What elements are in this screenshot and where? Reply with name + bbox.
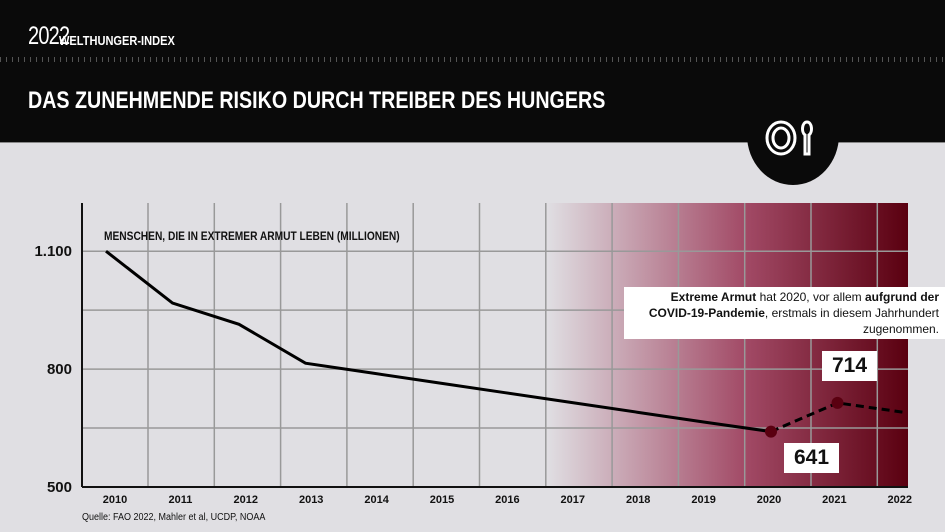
x-tick-label: 2017	[561, 494, 585, 506]
x-tick-label: 2014	[364, 494, 389, 506]
plate-spoon-icon	[747, 105, 839, 185]
x-tick-label: 2021	[822, 494, 846, 506]
source-note: Quelle: FAO 2022, Mahler et al, UCDP, NO…	[82, 512, 266, 523]
x-tick-label: 2011	[168, 494, 192, 506]
y-tick-label: 500	[47, 479, 72, 496]
note-bold-1: Extreme Armut	[670, 290, 757, 304]
x-tick-label: 2013	[299, 494, 323, 506]
annotation-note: Extreme Armut hat 2020, vor allem aufgru…	[624, 287, 945, 339]
x-tick-label: 2020	[757, 494, 781, 506]
x-tick-label: 2016	[495, 494, 519, 506]
series-line-actual	[105, 250, 772, 434]
data-label-2021: 714	[822, 351, 878, 381]
brand-name: WELTHUNGER-INDEX	[59, 33, 175, 48]
brand-year: 2022	[28, 22, 70, 50]
y-tick-label: 800	[47, 361, 72, 378]
x-tick-label: 2018	[626, 494, 650, 506]
x-axis: 2010 2011 2012 2013 2014 2015 2016 2017 2018 2019…	[103, 494, 912, 506]
data-point-2021	[831, 396, 844, 409]
y-tick-label: 1.100	[34, 243, 72, 260]
note-text-2: , erstmals in diesem Jahrhundert zugenom…	[764, 306, 939, 336]
note-text-1: hat 2020, vor allem	[756, 290, 865, 304]
series-line	[105, 250, 905, 438]
x-tick-label: 2010	[103, 494, 127, 506]
x-tick-label: 2022	[888, 494, 912, 506]
data-point-2020	[765, 425, 777, 438]
x-tick-label: 2019	[691, 494, 715, 506]
data-label-2020: 641	[784, 443, 840, 473]
chart-title: MENSCHEN, DIE IN EXTREMER ARMUT LEBEN (M…	[104, 230, 400, 243]
x-tick-label: 2015	[430, 494, 454, 506]
highlight-region	[546, 203, 908, 487]
page-title: DAS ZUNEHMENDE RISIKO DURCH TREIBER DES …	[28, 87, 606, 114]
x-tick-label: 2012	[234, 494, 258, 506]
header: 2022 WELTHUNGER-INDEX DAS ZUNEHMENDE RIS…	[0, 0, 945, 143]
y-axis: 500 800 1.100	[34, 243, 72, 496]
dotted-divider	[0, 57, 945, 62]
note-bold-2: aufgrund der COVID-19-Pandemie	[648, 290, 939, 320]
